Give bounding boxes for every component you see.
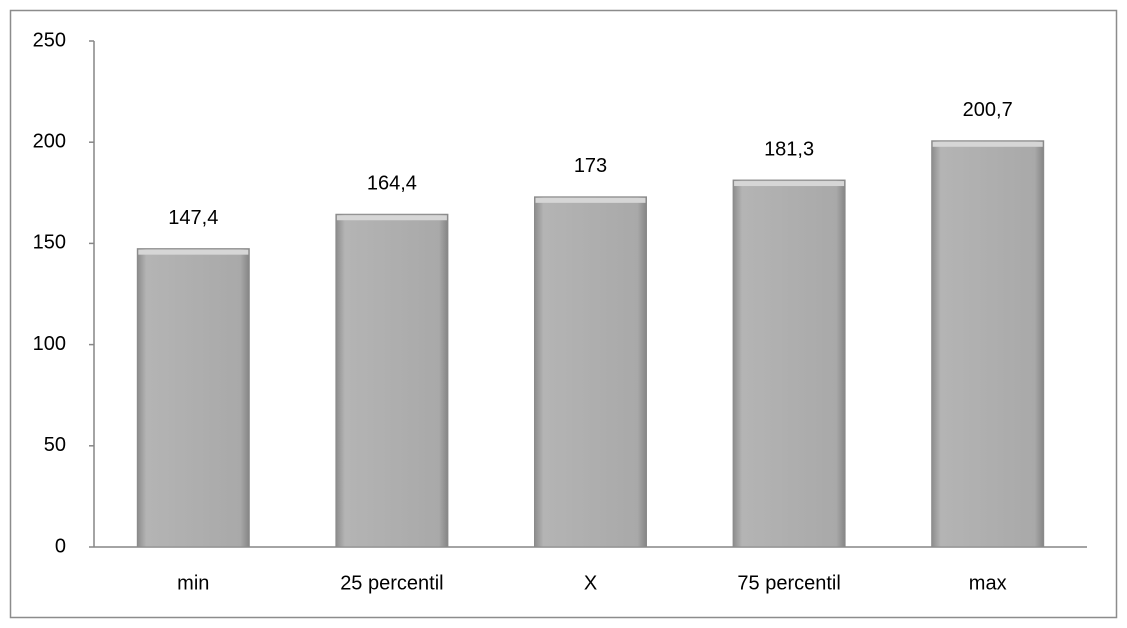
y-tick-label: 150 [33, 232, 66, 254]
x-tick-label: 75 percentil [737, 572, 840, 594]
bar [732, 179, 846, 548]
data-label: 181,3 [764, 138, 814, 160]
bar [335, 213, 449, 548]
bar [534, 196, 647, 548]
bar-cap [138, 249, 249, 255]
bar-cap [734, 181, 845, 187]
data-label: 164,4 [367, 173, 417, 195]
x-tick-label: X [584, 572, 597, 594]
bar-cap [535, 197, 646, 203]
y-tick-label: 200 [33, 130, 66, 152]
y-tick-label: 250 [33, 29, 66, 51]
x-tick-label: 25 percentil [340, 572, 443, 594]
y-tick-label: 100 [33, 333, 66, 355]
bar [931, 140, 1045, 548]
bar [136, 248, 250, 548]
data-label: 200,7 [963, 99, 1013, 121]
bar-cap [932, 141, 1043, 147]
y-tick-label: 0 [55, 535, 66, 557]
x-tick-label: min [177, 572, 209, 594]
data-label: 173 [574, 155, 607, 177]
x-tick-label: max [969, 572, 1007, 594]
bar-cap [336, 215, 447, 221]
data-label: 147,4 [168, 207, 218, 229]
y-tick-label: 50 [44, 434, 66, 456]
